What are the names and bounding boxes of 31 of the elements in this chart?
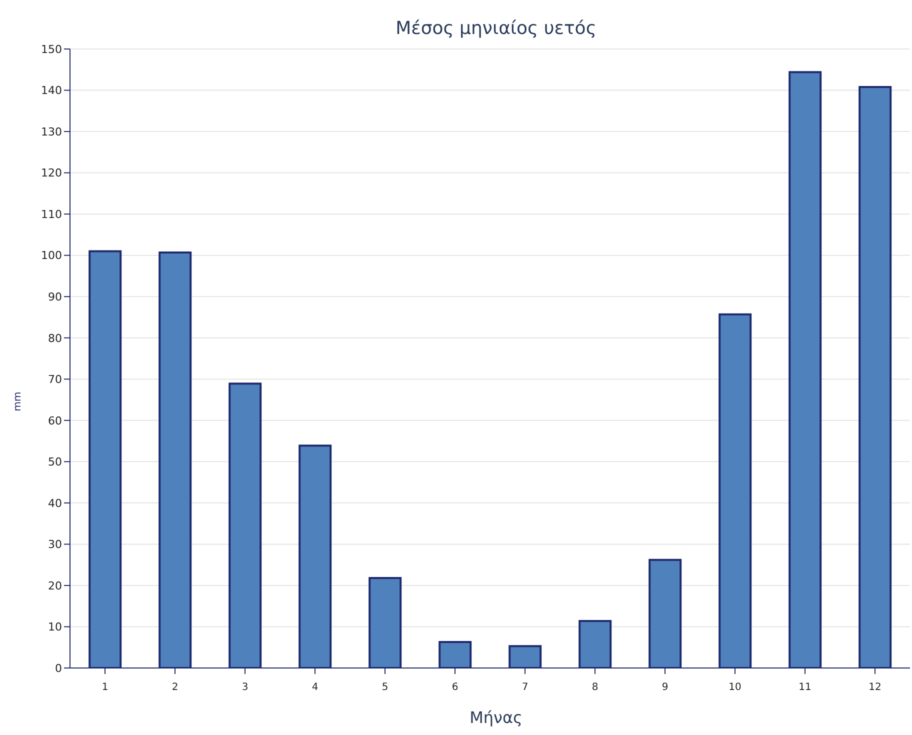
y-axis-title: mm	[12, 392, 24, 412]
x-tick-label: 2	[172, 682, 178, 693]
y-tick-label: 60	[48, 414, 62, 428]
x-tick-label: 10	[728, 682, 742, 693]
x-tick-label: 1	[102, 682, 108, 693]
y-tick-label: 140	[41, 84, 62, 98]
y-tick-label: 90	[48, 290, 62, 304]
x-tick-label: 9	[662, 682, 668, 693]
y-tick-label: 50	[48, 456, 62, 469]
x-tick-label: 6	[452, 682, 458, 693]
y-tick-label: 150	[41, 42, 62, 56]
y-tick-label: 130	[41, 125, 62, 138]
y-tick-label: 20	[48, 579, 62, 592]
x-tick-label: 11	[798, 682, 812, 693]
y-tick-label: 120	[41, 166, 62, 180]
x-axis-title: Μήνας	[468, 708, 524, 727]
y-tick-label: 0	[55, 662, 62, 675]
x-tick-label: 3	[242, 682, 248, 693]
x-tick-label: 5	[382, 682, 388, 693]
y-tick-label: 40	[48, 496, 62, 510]
y-tick-label: 10	[48, 620, 62, 634]
y-tick-label: 100	[41, 249, 62, 262]
x-tick-label: 7	[522, 682, 528, 693]
x-tick-label: 12	[868, 682, 882, 693]
chart-title: Μέσος μηνιαίος υετός	[394, 18, 598, 39]
x-tick-label: 8	[592, 682, 598, 693]
y-tick-label: 80	[48, 332, 62, 345]
y-tick-label: 70	[48, 373, 62, 386]
x-tick-label: 4	[312, 682, 318, 693]
y-tick-label: 110	[41, 208, 62, 221]
y-tick-label: 30	[48, 538, 62, 552]
